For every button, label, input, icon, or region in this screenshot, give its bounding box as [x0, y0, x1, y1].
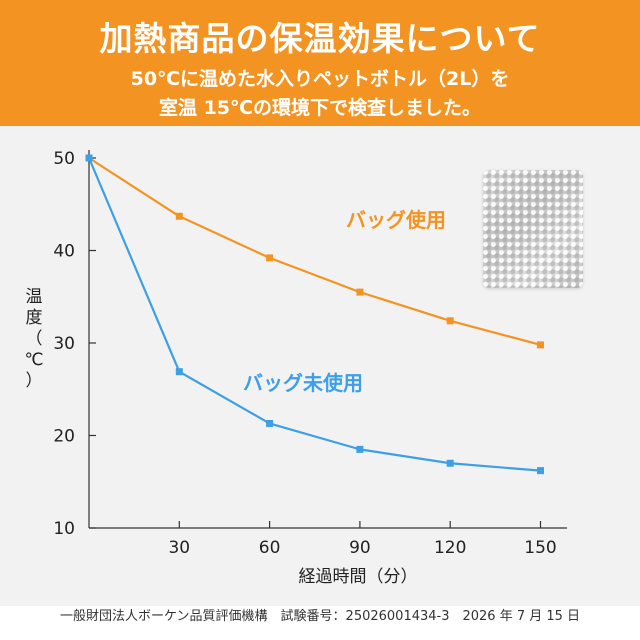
y-axis-title-char: （	[26, 329, 43, 349]
y-axis-title-char: 度	[26, 308, 43, 328]
data-point	[266, 419, 274, 427]
data-point	[175, 212, 183, 220]
data-point	[356, 445, 364, 453]
chart-axes	[88, 150, 567, 529]
x-tick-label: 150	[524, 538, 556, 558]
data-point	[85, 154, 93, 162]
chart-ticks: 10 20 30 40 50 30 60 90 120 150	[53, 149, 556, 558]
data-point	[537, 341, 544, 349]
x-tick-label: 60	[259, 538, 281, 558]
chart-axis-titles: 経過時間（分） 温度（℃）	[24, 287, 417, 587]
series-label: バッグ未使用	[243, 371, 363, 395]
data-point	[175, 368, 183, 376]
data-point	[356, 288, 364, 296]
chart-lines	[87, 157, 541, 472]
chart-points	[85, 154, 544, 475]
x-tick-label: 90	[349, 538, 371, 558]
y-tick-label: 40	[53, 242, 75, 262]
subtitle-line-1: 50℃に温めた水入りペットボトル（2L）を	[130, 68, 510, 90]
x-tick-label: 30	[168, 538, 190, 558]
insulated-bag-photo	[483, 170, 583, 288]
series-line	[87, 157, 541, 472]
y-axis-title-char: ℃	[24, 350, 43, 370]
y-tick-label: 20	[53, 427, 75, 447]
series-label: バッグ使用	[346, 208, 446, 232]
y-axis-title-char: ）	[26, 371, 43, 391]
y-tick-label: 50	[53, 149, 75, 169]
series-line	[88, 157, 541, 346]
data-point	[446, 459, 454, 467]
y-axis-title-char: 温	[26, 287, 43, 307]
data-point	[266, 254, 274, 262]
subtitle-line-2: 室温 15℃の環境下で検査しました。	[158, 97, 482, 119]
y-tick-label: 10	[53, 519, 75, 539]
y-tick-label: 30	[53, 334, 75, 354]
x-tick-label: 120	[434, 538, 466, 558]
data-point	[537, 467, 544, 475]
header-banner: 加熱商品の保温効果について 50℃に温めた水入りペットボトル（2L）を 室温 1…	[0, 0, 640, 126]
footer-credit: 一般財団法人ボーケン品質評価機構 試験番号：25026001434-3 2026…	[59, 609, 581, 624]
data-point	[446, 317, 454, 325]
page-title: 加熱商品の保温効果について	[99, 19, 541, 58]
x-axis-title: 経過時間（分）	[299, 567, 418, 587]
